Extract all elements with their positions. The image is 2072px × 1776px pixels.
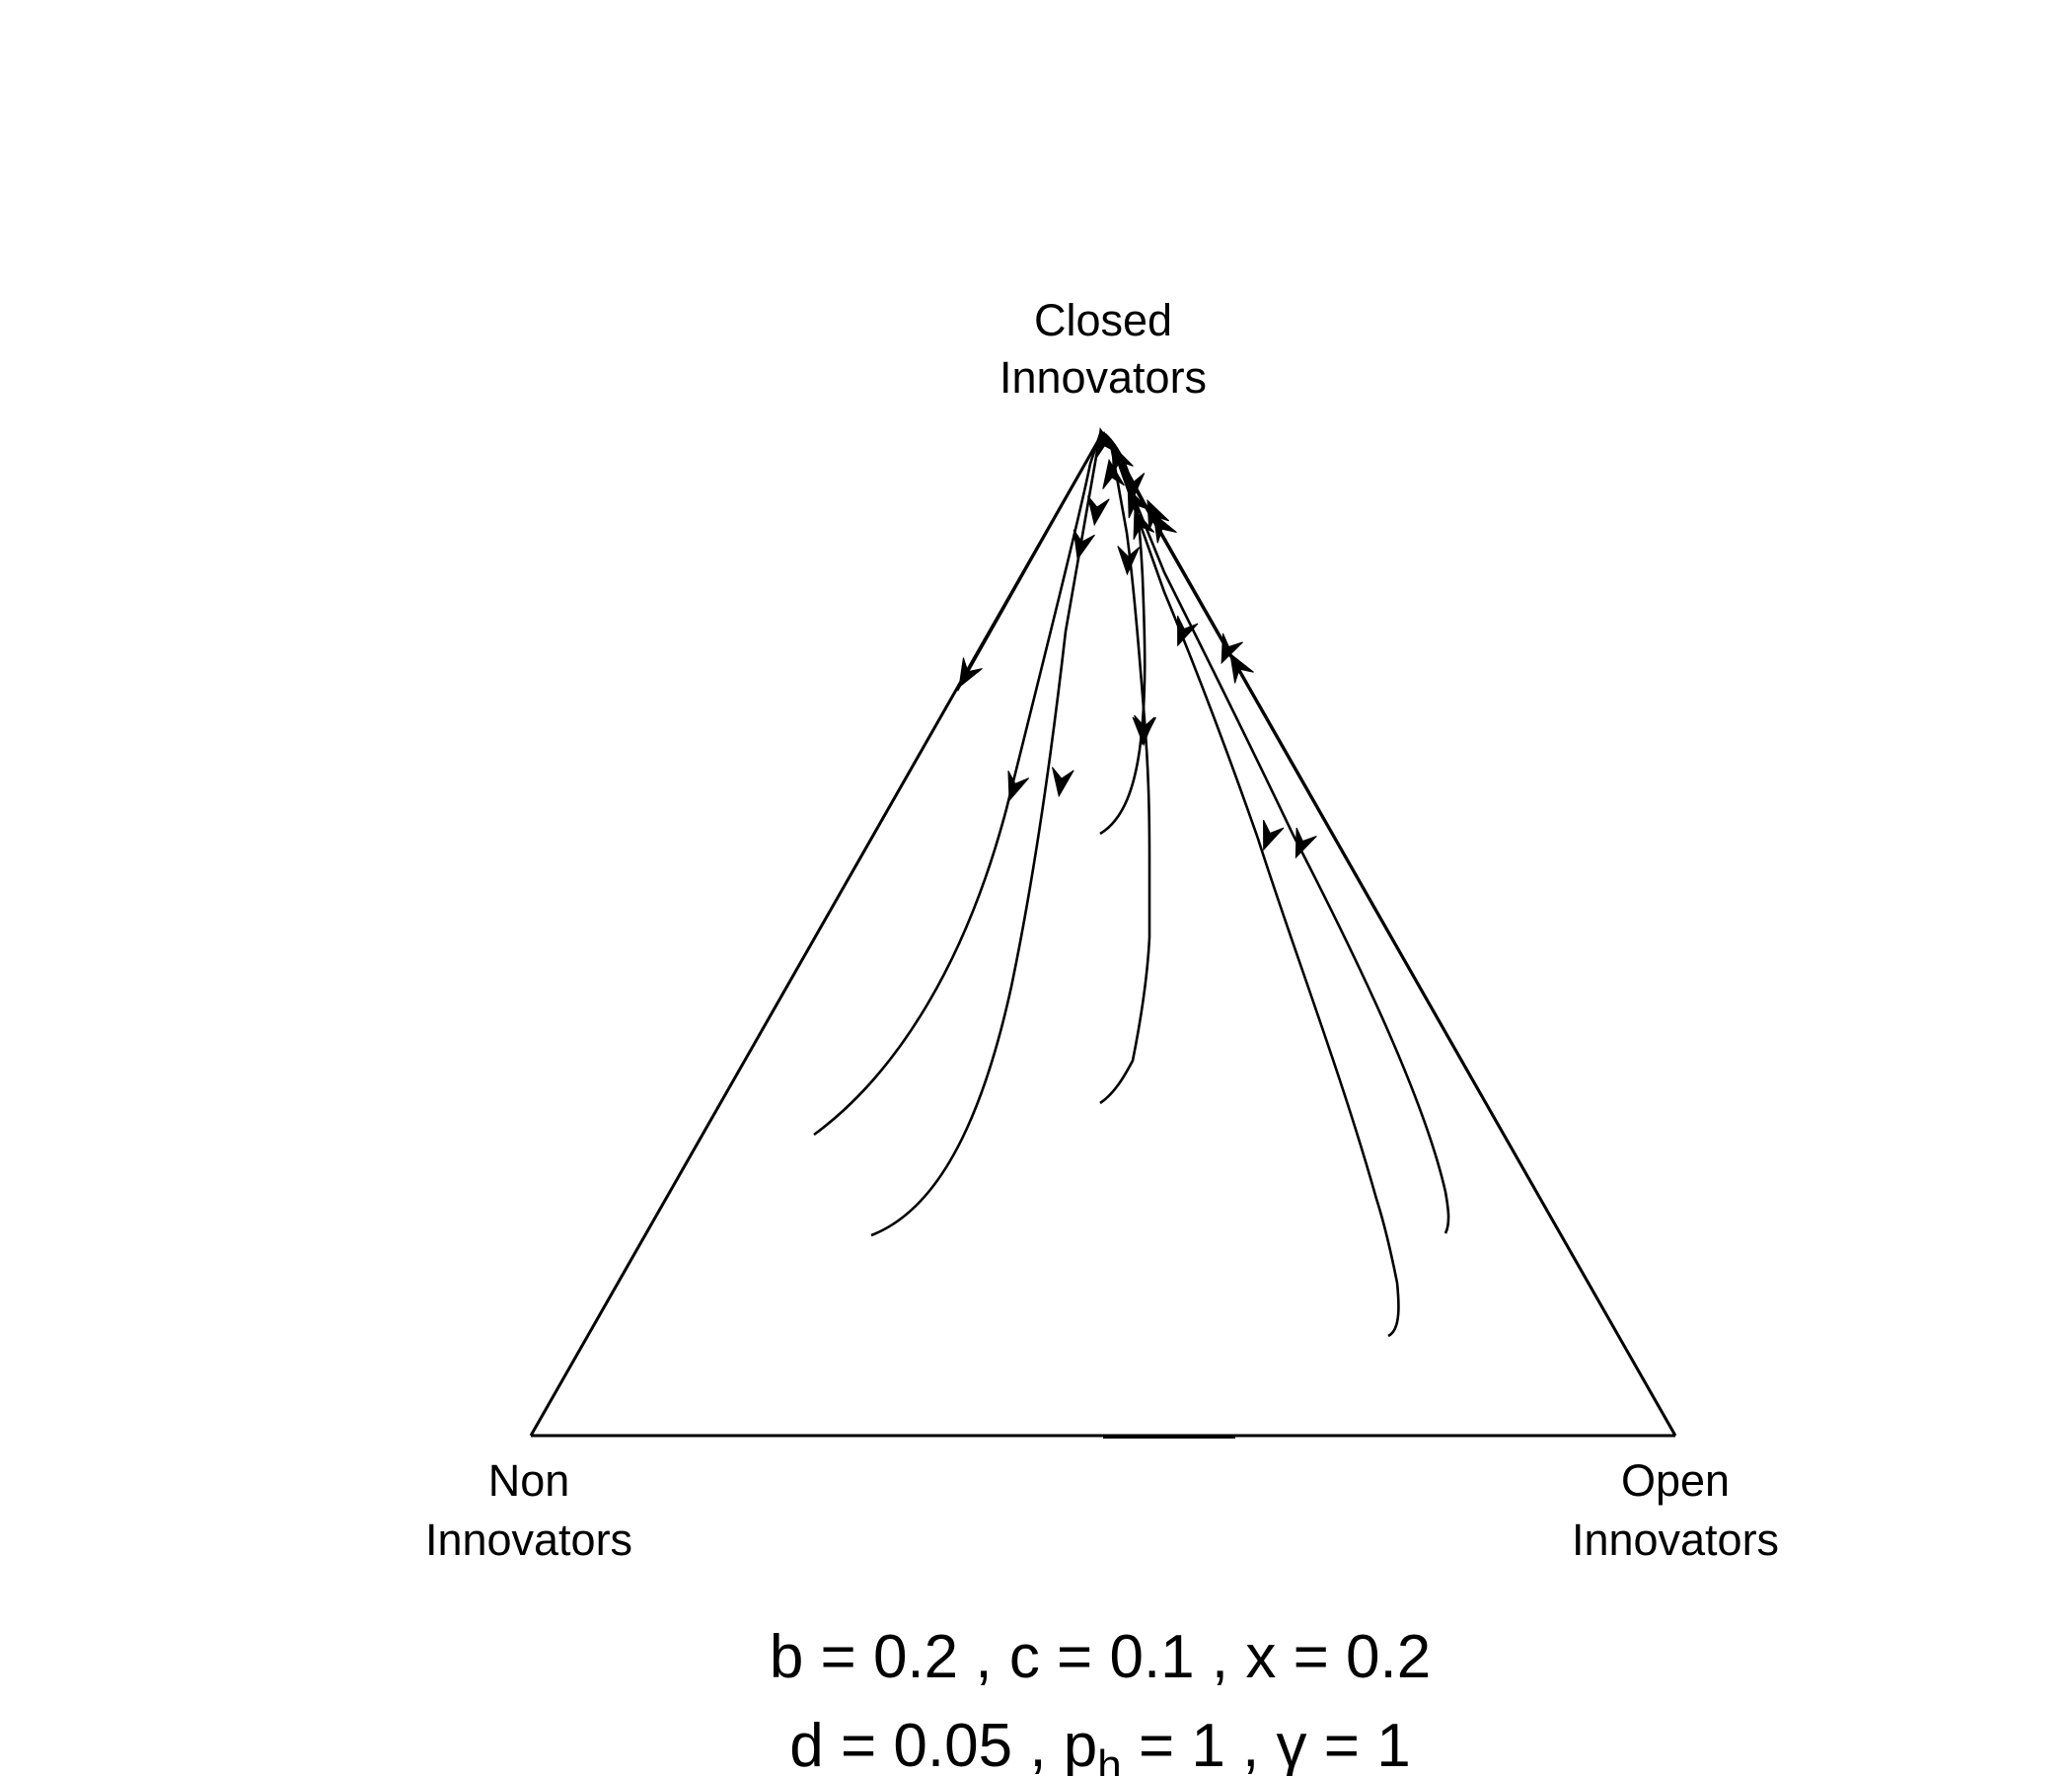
trajectory-6-arrowhead-1 — [1295, 827, 1317, 859]
trajectory-4-arrowhead-1 — [1132, 716, 1155, 747]
trajectory-4 — [1099, 438, 1151, 1105]
trajectory-2-arrowhead-2 — [1087, 495, 1110, 527]
trajectory-5 — [1108, 438, 1400, 1338]
trajectory-6-arrowhead-2 — [1221, 632, 1243, 665]
left-edge-trajectory — [955, 431, 1105, 692]
trajectory-5-arrowhead-1 — [1263, 819, 1285, 851]
vertex-label-top-line2: Innovators — [999, 352, 1207, 403]
right-edge-trajectory-arrowhead-1 — [1229, 652, 1254, 684]
trajectory-1 — [813, 433, 1102, 1137]
apex-arrowhead-5 — [1147, 498, 1170, 531]
trajectory-1-arrowhead-1 — [1007, 771, 1030, 802]
trajectory-2-arrowhead-1 — [1052, 767, 1074, 798]
simplex-triangle — [529, 431, 1677, 1439]
trajectories — [813, 431, 1677, 1437]
trajectory-3-arrowhead-2 — [1117, 546, 1141, 576]
apex-arrowhead-6 — [1102, 458, 1125, 489]
left-edge-trajectory-arrowhead-1 — [958, 657, 983, 689]
trajectory-arrows — [958, 427, 1317, 859]
parameter-line-2-subscript: h — [1097, 1741, 1121, 1776]
vertex-label-left-line1: Non — [488, 1455, 570, 1506]
parameter-line-2: d = 0.05 , ph = 1 , γ = 1 — [789, 1712, 1410, 1776]
trajectory-4-arrowhead-2 — [1122, 472, 1146, 502]
parameter-line-2-suffix: = 1 , γ = 1 — [1122, 1712, 1411, 1776]
vertex-label-top-line1: Closed — [1034, 295, 1172, 345]
right-edge-trajectory-arrowhead-2 — [1152, 512, 1177, 544]
vertex-label-right-line1: Open — [1621, 1455, 1730, 1506]
trajectory-2 — [870, 433, 1102, 1237]
apex-arrowhead-4 — [1133, 508, 1155, 541]
parameter-line-2-prefix: d = 0.05 , p — [789, 1712, 1097, 1776]
trajectory-6 — [1108, 438, 1450, 1234]
apex-arrowhead-3 — [1127, 486, 1149, 519]
vertex-label-left-line2: Innovators — [425, 1515, 632, 1565]
right-edge-trajectory — [1108, 438, 1677, 1437]
parameter-line-1: b = 0.2 , c = 0.1 , x = 0.2 — [770, 1623, 1431, 1691]
trajectory-1-arrowhead-2 — [1073, 529, 1095, 560]
vertex-label-right-line2: Innovators — [1572, 1515, 1779, 1565]
trajectory-5-arrowhead-2 — [1177, 615, 1199, 647]
apex-arrowhead-2 — [1111, 443, 1134, 476]
apex-arrowhead-1 — [1095, 427, 1118, 459]
